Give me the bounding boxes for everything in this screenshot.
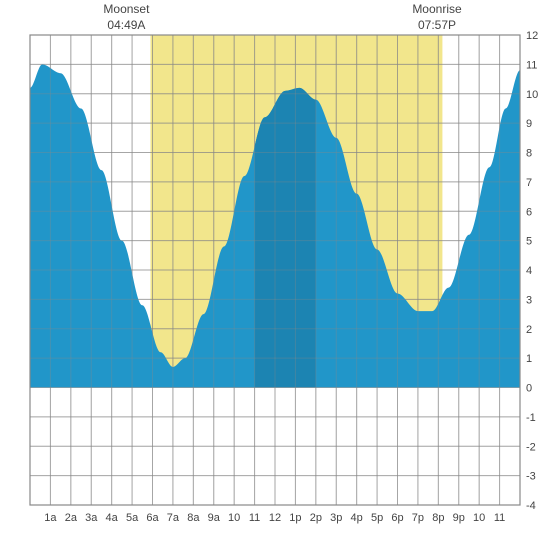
- svg-text:12: 12: [526, 30, 538, 42]
- tide-chart: Moonset 04:49A Moonrise 07:57P 121110987…: [0, 0, 550, 550]
- svg-text:-1: -1: [526, 412, 536, 424]
- svg-text:6: 6: [526, 206, 532, 218]
- svg-text:1a: 1a: [44, 512, 57, 524]
- moonrise-label: Moonrise 07:57P: [412, 2, 461, 33]
- svg-text:7p: 7p: [412, 512, 424, 524]
- svg-text:10: 10: [228, 512, 240, 524]
- svg-text:7: 7: [526, 177, 532, 189]
- svg-text:-3: -3: [526, 471, 536, 483]
- svg-text:5a: 5a: [126, 512, 139, 524]
- svg-text:8: 8: [526, 148, 532, 160]
- svg-text:11: 11: [494, 512, 505, 524]
- svg-text:3p: 3p: [330, 512, 342, 524]
- svg-text:0: 0: [526, 383, 532, 395]
- moonset-label: Moonset 04:49A: [103, 2, 149, 33]
- svg-text:2: 2: [526, 324, 532, 336]
- svg-text:4p: 4p: [351, 512, 363, 524]
- svg-text:8a: 8a: [187, 512, 200, 524]
- svg-text:7a: 7a: [167, 512, 180, 524]
- svg-text:12: 12: [269, 512, 281, 524]
- svg-text:11: 11: [249, 512, 260, 524]
- chart-svg: 1211109876543210-1-2-3-41a2a3a4a5a6a7a8a…: [0, 0, 550, 550]
- svg-text:-2: -2: [526, 441, 536, 453]
- svg-text:9a: 9a: [208, 512, 221, 524]
- moonrise-time: 07:57P: [412, 18, 461, 34]
- svg-text:10: 10: [473, 512, 485, 524]
- moonset-time: 04:49A: [103, 18, 149, 34]
- svg-text:3a: 3a: [85, 512, 98, 524]
- svg-text:6p: 6p: [391, 512, 403, 524]
- svg-text:9p: 9p: [453, 512, 465, 524]
- svg-text:2p: 2p: [310, 512, 322, 524]
- svg-text:6a: 6a: [146, 512, 159, 524]
- moonrise-title: Moonrise: [412, 2, 461, 18]
- svg-text:5p: 5p: [371, 512, 383, 524]
- svg-text:10: 10: [526, 89, 538, 101]
- svg-text:11: 11: [526, 59, 537, 71]
- svg-text:1: 1: [526, 353, 532, 365]
- svg-text:4: 4: [526, 265, 532, 277]
- svg-text:9: 9: [526, 118, 532, 130]
- svg-text:8p: 8p: [432, 512, 444, 524]
- svg-text:3: 3: [526, 294, 532, 306]
- svg-text:-4: -4: [526, 500, 536, 512]
- svg-text:5: 5: [526, 236, 532, 248]
- svg-text:1p: 1p: [289, 512, 301, 524]
- svg-text:4a: 4a: [106, 512, 119, 524]
- svg-text:2a: 2a: [65, 512, 78, 524]
- moonset-title: Moonset: [103, 2, 149, 18]
